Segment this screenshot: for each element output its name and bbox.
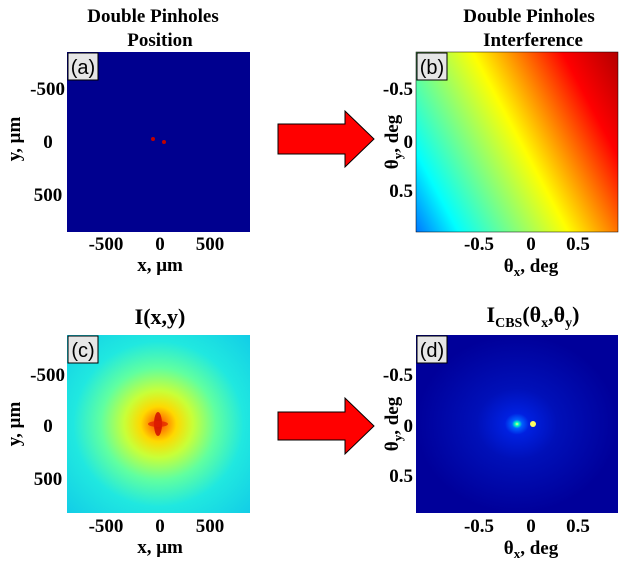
panel-a-title-line2: Position: [127, 30, 193, 51]
panel-d-ylabel: θy, deg: [382, 396, 405, 451]
pinhole-1: [151, 137, 155, 141]
panel-b-label: (b): [420, 57, 444, 79]
panel-d-ytick-1: -0.5: [383, 365, 413, 386]
panel-d: ICBS(θx,θy) (d) -0.5 0 0.5 -0.5 0 0.5 θx…: [382, 302, 618, 561]
panel-d-xtick-3: 0.5: [566, 516, 590, 537]
panel-d-xlabel: θx, deg: [504, 538, 559, 561]
panel-a-image: [67, 52, 250, 232]
panel-a-xtick-2: 0: [155, 234, 165, 255]
panel-c-hotspot-h: [148, 421, 168, 427]
panel-b-ytick-1: -0.5: [383, 79, 413, 100]
panel-d-image: [416, 335, 618, 513]
arrow-a-to-b: [277, 109, 375, 169]
panel-c-xtick-3: 500: [196, 516, 225, 537]
panel-b-xlabel: θx, deg: [504, 256, 559, 279]
panel-c-xtick-1: -500: [89, 516, 124, 537]
panel-b-fringes: [416, 52, 618, 232]
panel-d-xtick-1: -0.5: [464, 516, 494, 537]
panel-c-label: (c): [71, 340, 94, 362]
panel-d-peak: [530, 421, 536, 427]
panel-a-xlabel: x, μm: [137, 255, 183, 276]
arrow-c-to-d: [277, 396, 375, 456]
panel-a-label: (a): [71, 57, 95, 79]
pinhole-2: [162, 140, 166, 144]
panel-b-xtick-2: 0: [526, 234, 536, 255]
panel-a-ylabel: y, μm: [4, 117, 25, 162]
panel-b-title-line1: Double Pinholes: [463, 6, 594, 27]
panel-d-ytick-3: 0.5: [389, 466, 413, 487]
panel-c: I(x,y) (c) -500 0 500 -500 0 500 x, μm y…: [4, 304, 250, 558]
panel-a-label-box: [67, 52, 99, 81]
panel-b-title-line2: Interference: [483, 30, 583, 51]
panel-c-xtick-2: 0: [155, 516, 165, 537]
panel-b-ytick-2: 0: [404, 132, 414, 153]
panel-c-label-box: [67, 335, 99, 364]
panel-c-ytick-3: 500: [34, 469, 63, 490]
panel-b-xtick-3: 0.5: [566, 234, 590, 255]
panel-a-ytick-3: 500: [34, 185, 63, 206]
panel-d-label-box: [416, 335, 448, 364]
panel-a-ytick-1: -500: [30, 79, 65, 100]
panel-a-ytick-2: 0: [43, 132, 53, 153]
panel-c-ytick-1: -500: [30, 365, 65, 386]
panel-a-title-line1: Double Pinholes: [87, 6, 218, 27]
panel-b-ylabel: θy, deg: [382, 114, 405, 169]
panel-a-xtick-3: 500: [196, 234, 225, 255]
panel-d-xtick-2: 0: [526, 516, 536, 537]
panel-b-frame: [415, 51, 619, 233]
panel-c-ytick-2: 0: [43, 416, 53, 437]
panel-b-xtick-1: -0.5: [464, 234, 494, 255]
panel-c-title: I(x,y): [135, 304, 186, 329]
panel-a: Double Pinholes Position (a) -500 0 500 …: [4, 6, 250, 276]
panel-d-ytick-2: 0: [404, 416, 414, 437]
panel-b: Double Pinholes Interference (b) -0.5 0 …: [382, 6, 619, 279]
panel-c-ylabel: y, μm: [4, 402, 25, 447]
panel-b-ytick-3: 0.5: [389, 181, 413, 202]
panel-d-label: (d): [420, 340, 444, 362]
panel-b-label-box: [416, 52, 448, 81]
panel-a-xtick-1: -500: [89, 234, 124, 255]
panel-d-title: ICBS(θx,θy): [487, 302, 580, 331]
panel-c-xlabel: x, μm: [137, 537, 183, 558]
